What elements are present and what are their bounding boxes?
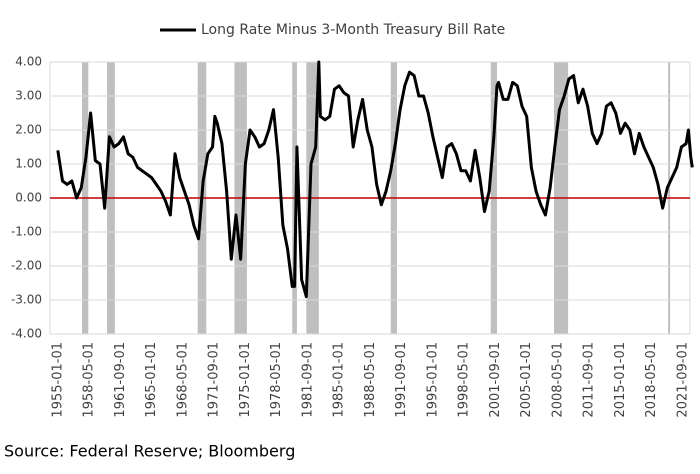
- x-tick-label: 1985-01-01: [332, 342, 347, 418]
- legend-label: Long Rate Minus 3-Month Treasury Bill Ra…: [201, 22, 505, 38]
- x-tick-label: 1981-09-01: [300, 342, 315, 418]
- x-tick-label: 1965-01-01: [144, 342, 159, 418]
- x-tick-label: 1971-09-01: [207, 342, 222, 418]
- x-tick-label: 2001-09-01: [488, 342, 503, 418]
- x-tick-label: 1968-05-01: [175, 342, 190, 418]
- y-tick-label: -1.00: [11, 225, 42, 239]
- y-tick-label: -3.00: [11, 293, 42, 307]
- x-tick-label: 1958-05-01: [82, 342, 97, 418]
- y-tick-label: -2.00: [11, 259, 42, 273]
- x-tick-label: 1955-01-01: [50, 342, 65, 418]
- x-tick-label: 2008-05-01: [550, 342, 565, 418]
- x-tick-label: 2005-01-01: [519, 342, 534, 418]
- y-tick-label: 3.00: [15, 89, 42, 103]
- y-tick-label: 2.00: [15, 123, 42, 137]
- x-tick-label: 1961-09-01: [113, 342, 128, 418]
- y-tick-label: 1.00: [15, 157, 42, 171]
- x-tick-label: 2015-01-01: [613, 342, 628, 418]
- x-tick-label: 1991-09-01: [394, 342, 409, 418]
- data-line: [56, 60, 694, 299]
- x-tick-label: 1975-01-01: [238, 342, 253, 418]
- x-tick-label: 2021-09-01: [675, 342, 690, 418]
- x-tick-label: 1978-05-01: [269, 342, 284, 418]
- y-tick-label: 4.00: [15, 55, 42, 69]
- y-tick-label: -4.00: [11, 327, 42, 341]
- y-tick-label: 0.00: [15, 191, 42, 205]
- x-tick-label: 1998-05-01: [457, 342, 472, 418]
- x-tick-label: 1988-05-01: [363, 342, 378, 418]
- x-tick-label: 1995-01-01: [425, 342, 440, 418]
- x-tick-label: 2018-05-01: [644, 342, 659, 418]
- x-tick-label: 2011-09-01: [582, 342, 597, 418]
- source-note: Source: Federal Reserve; Bloomberg: [4, 442, 295, 461]
